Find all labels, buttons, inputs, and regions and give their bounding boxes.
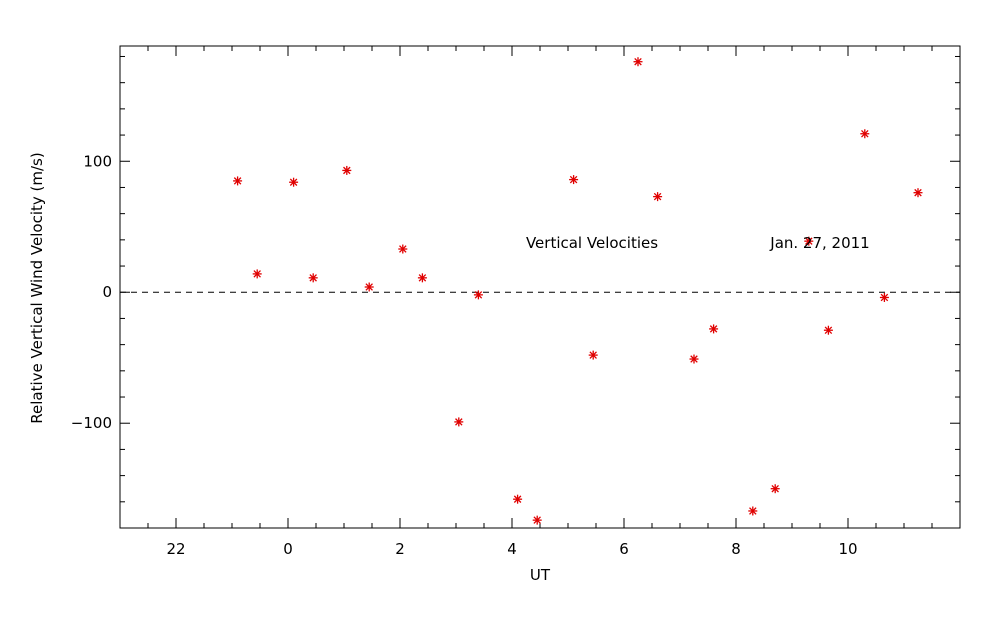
x-tick-label: 4: [507, 540, 517, 558]
data-point: [398, 244, 408, 254]
marker-stroke: [418, 274, 427, 282]
data-point: [532, 515, 542, 525]
data-point: [289, 177, 299, 187]
data-point: [364, 282, 374, 292]
annotation-vertical-velocities: Vertical Velocities: [526, 234, 658, 252]
marker-stroke: [771, 484, 779, 493]
data-point: [473, 290, 483, 300]
marker-stroke: [914, 188, 922, 197]
annotation-date: Jan. 27, 2011: [769, 234, 869, 252]
marker-stroke: [709, 325, 718, 333]
data-point: [653, 192, 663, 202]
data-point: [879, 292, 889, 302]
marker-stroke: [569, 175, 578, 184]
marker-stroke: [309, 274, 317, 282]
x-tick-label: 2: [395, 540, 405, 558]
marker-stroke: [233, 177, 242, 185]
data-point: [233, 176, 243, 186]
data-point: [454, 417, 464, 427]
marker-stroke: [455, 418, 463, 426]
marker-stroke: [253, 270, 261, 278]
marker-stroke: [343, 166, 351, 175]
data-point: [823, 325, 833, 335]
chart-labels: Vertical Velocities Jan. 27, 2011 UT Rel…: [28, 152, 870, 584]
data-point: [804, 236, 814, 246]
y-tick-label: 0: [102, 283, 112, 301]
x-tick-label: 8: [731, 540, 741, 558]
data-point: [709, 324, 719, 334]
data-point: [569, 175, 579, 185]
x-tick-label: 0: [283, 540, 293, 558]
marker-stroke: [805, 237, 813, 245]
marker-stroke: [690, 355, 698, 363]
data-point: [860, 129, 870, 139]
data-point: [252, 269, 262, 279]
plot-frame: [119, 45, 961, 529]
marker-stroke: [749, 507, 757, 515]
data-point: [689, 354, 699, 364]
x-tick-label: 10: [838, 540, 857, 558]
marker-stroke: [399, 245, 407, 253]
marker-stroke: [589, 351, 597, 359]
marker-stroke: [289, 178, 298, 186]
data-points: [233, 57, 923, 525]
marker-stroke: [474, 291, 483, 299]
data-point: [913, 188, 923, 198]
marker-stroke: [533, 516, 541, 524]
y-axis-label: Relative Vertical Wind Velocity (m/s): [28, 152, 46, 423]
marker-stroke: [653, 192, 662, 201]
axes: 22 0 2 4 6 8 10 −100 0 100: [71, 45, 961, 558]
data-point: [308, 273, 318, 283]
data-point: [513, 494, 523, 504]
marker-stroke: [824, 326, 833, 334]
data-point: [633, 57, 643, 67]
data-point: [417, 273, 427, 283]
marker-stroke: [861, 129, 869, 138]
data-point: [770, 484, 780, 494]
x-tick-label: 6: [619, 540, 629, 558]
x-axis-label: UT: [530, 566, 551, 584]
y-tick-label: 100: [83, 152, 112, 170]
marker-stroke: [365, 283, 373, 291]
x-tick-label: 22: [166, 540, 185, 558]
data-point: [748, 506, 758, 516]
marker-stroke: [634, 57, 642, 66]
data-point: [588, 350, 598, 360]
marker-stroke: [513, 495, 522, 503]
data-point: [342, 165, 352, 175]
y-tick-label: −100: [71, 414, 112, 432]
marker-stroke: [880, 293, 889, 302]
